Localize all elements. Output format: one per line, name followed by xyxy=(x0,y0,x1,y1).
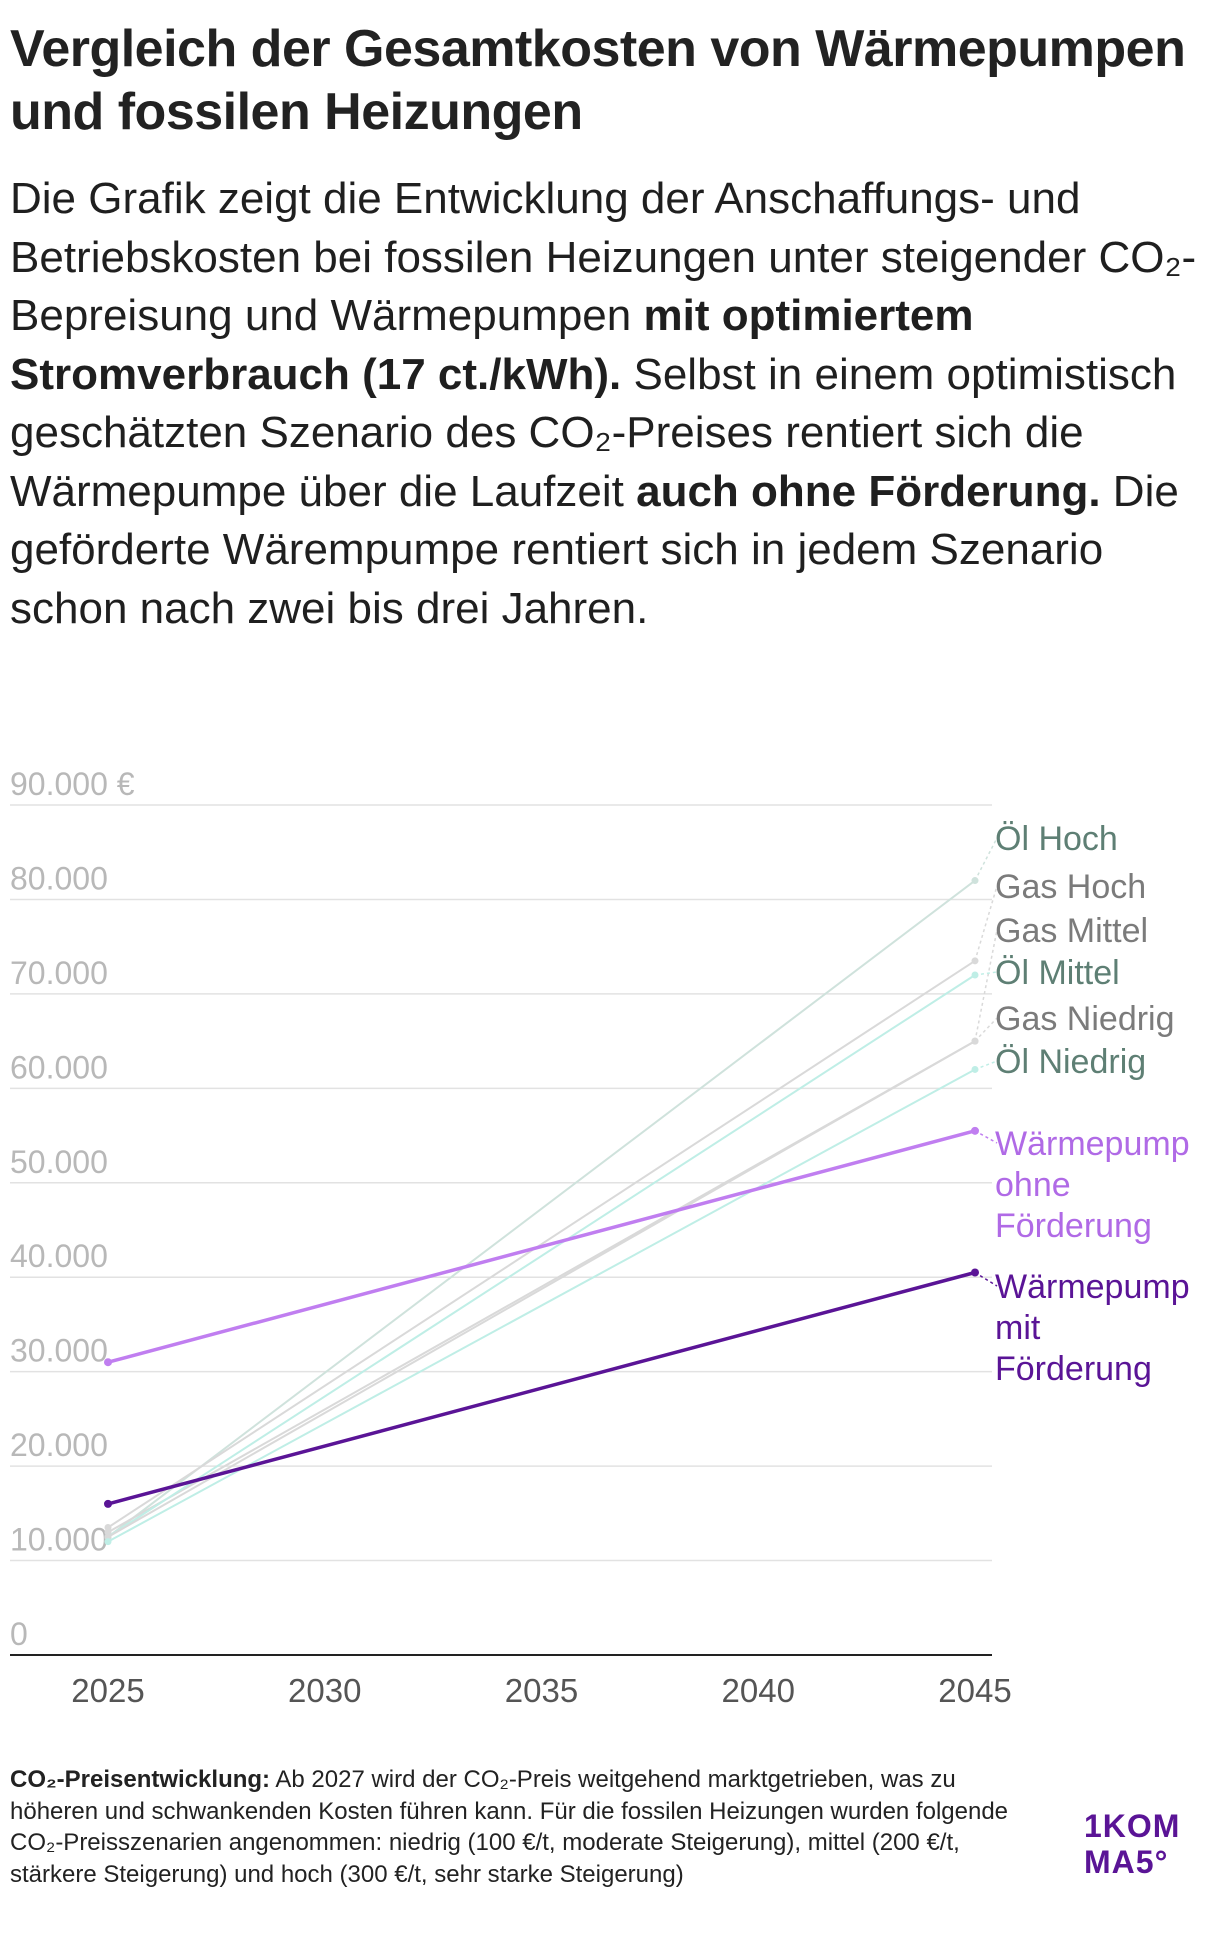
x-tick-label: 2035 xyxy=(505,1672,578,1709)
series-line xyxy=(107,974,976,1538)
series-label: Öl Mittel xyxy=(995,954,1120,992)
series-label-line: Gas Niedrig xyxy=(995,1000,1175,1038)
series-label-line: Öl Hoch xyxy=(995,820,1118,858)
subtitle-part-4: Die geförderte Wärempumpe rentiert sich … xyxy=(10,466,1179,633)
series-label-line: Öl Mittel xyxy=(995,954,1120,992)
series-label-line: Wärmepump xyxy=(995,1268,1190,1306)
label-leader xyxy=(974,1060,998,1071)
series-label-line: mit xyxy=(995,1309,1041,1347)
label-leader xyxy=(974,885,998,962)
series-label: Öl Hoch xyxy=(995,820,1118,858)
series-label-line: Öl Niedrig xyxy=(995,1043,1146,1081)
chart-title: Vergleich der Gesamtkosten von Wärmepump… xyxy=(10,20,1186,141)
label-leader xyxy=(974,971,998,976)
x-tick-label: 2025 xyxy=(71,1672,144,1709)
series-line xyxy=(107,1040,976,1538)
footnote-text: Ab 2027 wird der CO₂-Preis weitgehend ma… xyxy=(10,1766,1009,1888)
series-label: Öl Niedrig xyxy=(995,1043,1146,1081)
y-tick-label: 30.000 xyxy=(10,1333,108,1369)
series-label: Gas Mittel xyxy=(995,912,1148,950)
footnote-label: CO₂-Preisentwicklung: xyxy=(10,1766,271,1793)
x-tick-label: 2030 xyxy=(288,1672,361,1709)
data-point xyxy=(104,1538,112,1546)
series-label: Wärmepump ohne Förderung xyxy=(995,1125,1190,1245)
series-line xyxy=(107,1068,976,1543)
y-tick-label: 90.000 € xyxy=(10,766,135,802)
label-leader xyxy=(974,1130,998,1144)
label-leader xyxy=(974,929,998,1042)
subtitle-part-1: mit optimiertem Stromverbrauch (17 ct./k… xyxy=(10,291,974,399)
series-label-line: Wärmepump xyxy=(995,1125,1190,1163)
x-tick-label: 2040 xyxy=(722,1672,795,1709)
series-label-line: Förderung xyxy=(995,1207,1152,1245)
x-tick-label: 2045 xyxy=(938,1672,1011,1709)
y-tick-label: 50.000 xyxy=(10,1144,108,1180)
chart-subtitle: Die Grafik zeigt die Entwicklung der Ans… xyxy=(10,170,1200,638)
label-leader xyxy=(974,1017,998,1042)
series-label-line: Gas Hoch xyxy=(995,868,1146,906)
y-tick-label: 10.000 xyxy=(10,1522,108,1558)
series-label-line: Gas Mittel xyxy=(995,912,1148,950)
data-point xyxy=(104,1499,112,1508)
logo-line-2: MA5° xyxy=(1084,1844,1169,1880)
logo-line-1: 1KOM xyxy=(1084,1808,1181,1844)
series-label: Gas Niedrig xyxy=(995,1000,1175,1038)
label-leader xyxy=(974,1271,998,1287)
series-label-line: Förderung xyxy=(995,1350,1152,1388)
subtitle-part-2: Selbst in einem optimistisch geschätzten… xyxy=(10,349,1177,516)
series-label-line: ohne xyxy=(995,1166,1071,1204)
y-tick-label: 40.000 xyxy=(10,1238,108,1274)
subtitle-part-3: auch ohne Förderung. xyxy=(636,466,1101,516)
y-tick-label: 60.000 xyxy=(10,1049,108,1085)
series-line xyxy=(107,959,976,1529)
label-leader xyxy=(974,837,998,881)
data-point xyxy=(104,1358,112,1367)
subtitle-part-0: Die Grafik zeigt die Entwicklung der Ans… xyxy=(10,174,1197,340)
series-line xyxy=(106,1129,977,1364)
line-chart: 0 10.000 20.000 30.000 40.000 50.000 60.000 70.… xyxy=(10,766,1190,1709)
y-tick-label: 70.000 xyxy=(10,955,108,991)
footnote: CO₂-Preisentwicklung: Ab 2027 wird der C… xyxy=(10,1764,1050,1890)
series-label: Gas Hoch xyxy=(995,868,1146,906)
series-line xyxy=(107,879,976,1538)
y-tick-label: 80.000 xyxy=(10,860,108,896)
series-label: Wärmepump mit Förderung xyxy=(995,1268,1190,1388)
y-tick-label: 0 xyxy=(10,1616,28,1652)
series-line xyxy=(106,1270,977,1506)
brand-logo: 1KOM MA5° xyxy=(1084,1808,1214,1880)
y-tick-label: 20.000 xyxy=(10,1427,108,1463)
